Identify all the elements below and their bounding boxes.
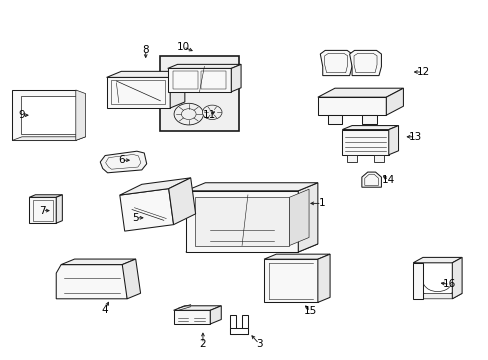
Polygon shape <box>242 315 247 334</box>
Polygon shape <box>361 115 376 124</box>
Text: 4: 4 <box>102 305 108 315</box>
Polygon shape <box>12 90 76 140</box>
Polygon shape <box>29 197 56 223</box>
Polygon shape <box>106 71 184 77</box>
Polygon shape <box>327 115 342 124</box>
Text: 7: 7 <box>39 206 46 216</box>
Polygon shape <box>167 64 241 68</box>
Text: 11: 11 <box>202 110 216 120</box>
Polygon shape <box>317 254 329 302</box>
Text: 1: 1 <box>318 198 325 208</box>
Polygon shape <box>320 50 351 76</box>
Polygon shape <box>56 265 127 299</box>
Polygon shape <box>210 306 221 324</box>
Polygon shape <box>120 189 173 231</box>
Polygon shape <box>106 77 170 108</box>
Polygon shape <box>194 197 289 246</box>
Polygon shape <box>346 155 356 162</box>
Polygon shape <box>342 130 388 155</box>
Text: 12: 12 <box>415 67 429 77</box>
Text: 3: 3 <box>255 339 262 349</box>
Polygon shape <box>412 293 461 299</box>
Polygon shape <box>29 195 62 197</box>
Polygon shape <box>412 263 422 299</box>
Polygon shape <box>451 257 461 299</box>
Polygon shape <box>289 189 308 246</box>
Polygon shape <box>349 50 381 76</box>
Polygon shape <box>388 126 398 155</box>
Circle shape <box>202 105 222 120</box>
Polygon shape <box>170 71 184 108</box>
Polygon shape <box>173 306 221 310</box>
Text: 5: 5 <box>132 213 139 223</box>
Polygon shape <box>56 195 62 223</box>
Polygon shape <box>168 178 195 225</box>
Text: 9: 9 <box>18 110 25 120</box>
Polygon shape <box>317 88 403 97</box>
Polygon shape <box>264 254 329 259</box>
Polygon shape <box>120 178 190 195</box>
Text: 14: 14 <box>381 175 395 185</box>
Polygon shape <box>317 97 386 115</box>
Polygon shape <box>342 126 398 130</box>
Polygon shape <box>122 259 141 299</box>
Polygon shape <box>386 88 403 115</box>
Polygon shape <box>185 244 317 252</box>
Text: 8: 8 <box>142 45 149 55</box>
Polygon shape <box>185 191 298 252</box>
Text: 15: 15 <box>303 306 317 316</box>
Text: 13: 13 <box>408 132 422 142</box>
Text: 10: 10 <box>177 42 189 52</box>
Polygon shape <box>229 328 247 334</box>
Polygon shape <box>361 172 381 187</box>
Polygon shape <box>21 96 76 134</box>
Polygon shape <box>12 137 85 140</box>
Polygon shape <box>61 259 136 265</box>
Text: 16: 16 <box>442 279 456 289</box>
Polygon shape <box>100 151 146 173</box>
Polygon shape <box>412 257 461 263</box>
Polygon shape <box>185 183 317 191</box>
Polygon shape <box>229 315 235 334</box>
Polygon shape <box>264 259 317 302</box>
Polygon shape <box>373 155 383 162</box>
Polygon shape <box>76 90 85 140</box>
Polygon shape <box>167 68 231 92</box>
FancyBboxPatch shape <box>160 56 238 131</box>
Polygon shape <box>231 64 241 92</box>
Text: 6: 6 <box>118 155 124 165</box>
Text: 2: 2 <box>199 339 206 349</box>
Polygon shape <box>298 183 317 252</box>
Circle shape <box>174 103 203 125</box>
Polygon shape <box>173 310 210 324</box>
